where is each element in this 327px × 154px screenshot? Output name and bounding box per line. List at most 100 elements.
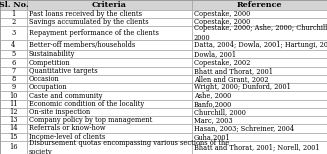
Text: Bhatt and Thorat, 2001: Bhatt and Thorat, 2001: [194, 67, 273, 75]
Bar: [0, 18, 27, 26]
Text: 12: 12: [9, 108, 18, 116]
Bar: [192, 67, 327, 75]
Bar: [192, 100, 327, 108]
Bar: [0, 67, 27, 75]
Bar: [0, 50, 27, 59]
Bar: [0, 59, 27, 67]
Text: Better-off members/households: Better-off members/households: [29, 41, 135, 49]
Text: 14: 14: [9, 124, 18, 132]
Text: Occasion: Occasion: [29, 75, 60, 83]
Bar: [192, 0, 327, 10]
Bar: [192, 26, 327, 40]
Bar: [0, 100, 27, 108]
Bar: [27, 108, 192, 116]
Bar: [192, 116, 327, 124]
Text: 9: 9: [11, 83, 15, 91]
Bar: [27, 40, 192, 50]
Bar: [0, 124, 27, 133]
Text: 10: 10: [9, 91, 18, 99]
Text: Caste and community: Caste and community: [29, 91, 102, 99]
Bar: [192, 133, 327, 141]
Bar: [192, 141, 327, 154]
Text: 6: 6: [11, 59, 15, 67]
Text: Occupation: Occupation: [29, 83, 67, 91]
Text: 8: 8: [11, 75, 15, 83]
Text: Referrals or know-how: Referrals or know-how: [29, 124, 105, 132]
Text: Criteria: Criteria: [92, 1, 127, 9]
Bar: [27, 0, 192, 10]
Text: Sustainability: Sustainability: [29, 50, 75, 58]
Text: Past loans received by the clients: Past loans received by the clients: [29, 10, 142, 18]
Text: Churchill, 2000: Churchill, 2000: [194, 108, 246, 116]
Bar: [192, 75, 327, 83]
Bar: [0, 91, 27, 100]
Text: Copestake, 2000; Ashe, 2000; Churchill,
2000: Copestake, 2000; Ashe, 2000; Churchill, …: [194, 24, 327, 42]
Bar: [27, 67, 192, 75]
Bar: [192, 59, 327, 67]
Bar: [0, 10, 27, 18]
Text: Repayment performance of the clients: Repayment performance of the clients: [29, 29, 159, 37]
Bar: [192, 18, 327, 26]
Bar: [0, 141, 27, 154]
Text: 4: 4: [11, 41, 16, 49]
Bar: [192, 10, 327, 18]
Text: Marc, 2003: Marc, 2003: [194, 116, 232, 124]
Bar: [27, 91, 192, 100]
Text: 3: 3: [11, 29, 15, 37]
Text: Company policy by top management: Company policy by top management: [29, 116, 152, 124]
Text: Ashe, 2000: Ashe, 2000: [194, 91, 231, 99]
Text: Bhatt and Thorat, 2001; Norell, 2001: Bhatt and Thorat, 2001; Norell, 2001: [194, 143, 319, 151]
Bar: [27, 26, 192, 40]
Bar: [0, 83, 27, 91]
Bar: [27, 133, 192, 141]
Bar: [27, 100, 192, 108]
Bar: [0, 75, 27, 83]
Text: Copestake, 2002: Copestake, 2002: [194, 59, 250, 67]
Text: Copestake, 2000: Copestake, 2000: [194, 10, 250, 18]
Bar: [192, 108, 327, 116]
Text: Savings accumulated by the clients: Savings accumulated by the clients: [29, 18, 148, 26]
Text: 16: 16: [9, 143, 18, 151]
Bar: [27, 124, 192, 133]
Bar: [27, 141, 192, 154]
Bar: [0, 26, 27, 40]
Text: Allen and Grant, 2002: Allen and Grant, 2002: [194, 75, 268, 83]
Bar: [27, 10, 192, 18]
Text: 15: 15: [9, 133, 18, 141]
Text: Hasan, 2003; Schreiner, 2004: Hasan, 2003; Schreiner, 2004: [194, 124, 294, 132]
Bar: [27, 50, 192, 59]
Text: Datta, 2004; Dowla, 2001; Hartungi, 2007: Datta, 2004; Dowla, 2001; Hartungi, 2007: [194, 41, 327, 49]
Bar: [27, 18, 192, 26]
Text: Banfo,2000: Banfo,2000: [194, 100, 232, 108]
Bar: [0, 133, 27, 141]
Bar: [0, 0, 27, 10]
Text: 5: 5: [11, 50, 15, 58]
Bar: [27, 59, 192, 67]
Bar: [27, 75, 192, 83]
Text: 11: 11: [9, 100, 18, 108]
Text: 7: 7: [11, 67, 15, 75]
Bar: [192, 124, 327, 133]
Text: 13: 13: [9, 116, 18, 124]
Text: Dowla, 2001: Dowla, 2001: [194, 50, 236, 58]
Bar: [0, 108, 27, 116]
Bar: [192, 83, 327, 91]
Text: Disbursement quotas encompassing various sections of the
society: Disbursement quotas encompassing various…: [29, 138, 229, 154]
Text: 2: 2: [11, 18, 15, 26]
Text: Guha,2001: Guha,2001: [194, 133, 231, 141]
Text: Sl. No.: Sl. No.: [0, 1, 28, 9]
Text: 1: 1: [11, 10, 15, 18]
Text: Copestake, 2000: Copestake, 2000: [194, 18, 250, 26]
Bar: [192, 40, 327, 50]
Bar: [27, 83, 192, 91]
Bar: [192, 50, 327, 59]
Text: Competition: Competition: [29, 59, 70, 67]
Bar: [0, 40, 27, 50]
Text: Reference: Reference: [237, 1, 282, 9]
Bar: [192, 91, 327, 100]
Bar: [27, 116, 192, 124]
Bar: [0, 116, 27, 124]
Text: Wright, 2000; Dunford, 2001: Wright, 2000; Dunford, 2001: [194, 83, 291, 91]
Text: Income-level of clients: Income-level of clients: [29, 133, 105, 141]
Text: On-site inspection: On-site inspection: [29, 108, 90, 116]
